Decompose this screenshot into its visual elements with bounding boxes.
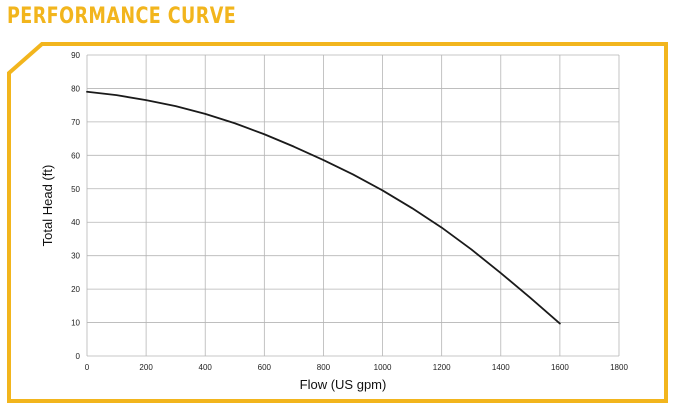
x-tick-label: 1800 [610,363,628,372]
series-layer [86,90,561,325]
y-axis-ticks: 0 10 20 30 40 50 60 70 80 90 [71,51,80,361]
page-title: PERFORMANCE CURVE [7,4,237,29]
x-tick-label: 1200 [433,363,451,372]
y-axis-label: Total Head (ft) [40,165,55,247]
y-tick-label: 70 [71,118,80,127]
y-tick-label: 20 [71,285,80,294]
y-tick-label: 80 [71,84,80,93]
x-tick-label: 1000 [374,363,392,372]
frame-border [7,42,668,403]
y-tick-label: 40 [71,218,80,227]
x-tick-label: 1400 [492,363,510,372]
x-tick-label: 1600 [551,363,569,372]
x-axis-label: Flow (US gpm) [300,377,387,392]
grid [86,54,620,357]
y-tick-label: 10 [71,319,80,328]
y-tick-label: 50 [71,185,80,194]
x-tick-label: 600 [258,363,272,372]
x-tick-label: 400 [199,363,213,372]
x-tick-label: 200 [139,363,153,372]
y-tick-label: 30 [71,252,80,261]
performance-curve-line [86,90,561,325]
y-tick-label: 90 [71,51,80,60]
y-tick-label: 60 [71,151,80,160]
x-tick-label: 800 [317,363,331,372]
x-tick-label: 0 [85,363,90,372]
y-tick-label: 0 [76,352,81,361]
x-axis-ticks: 0 200 400 600 800 1000 1200 1400 1600 1800 [85,363,629,372]
